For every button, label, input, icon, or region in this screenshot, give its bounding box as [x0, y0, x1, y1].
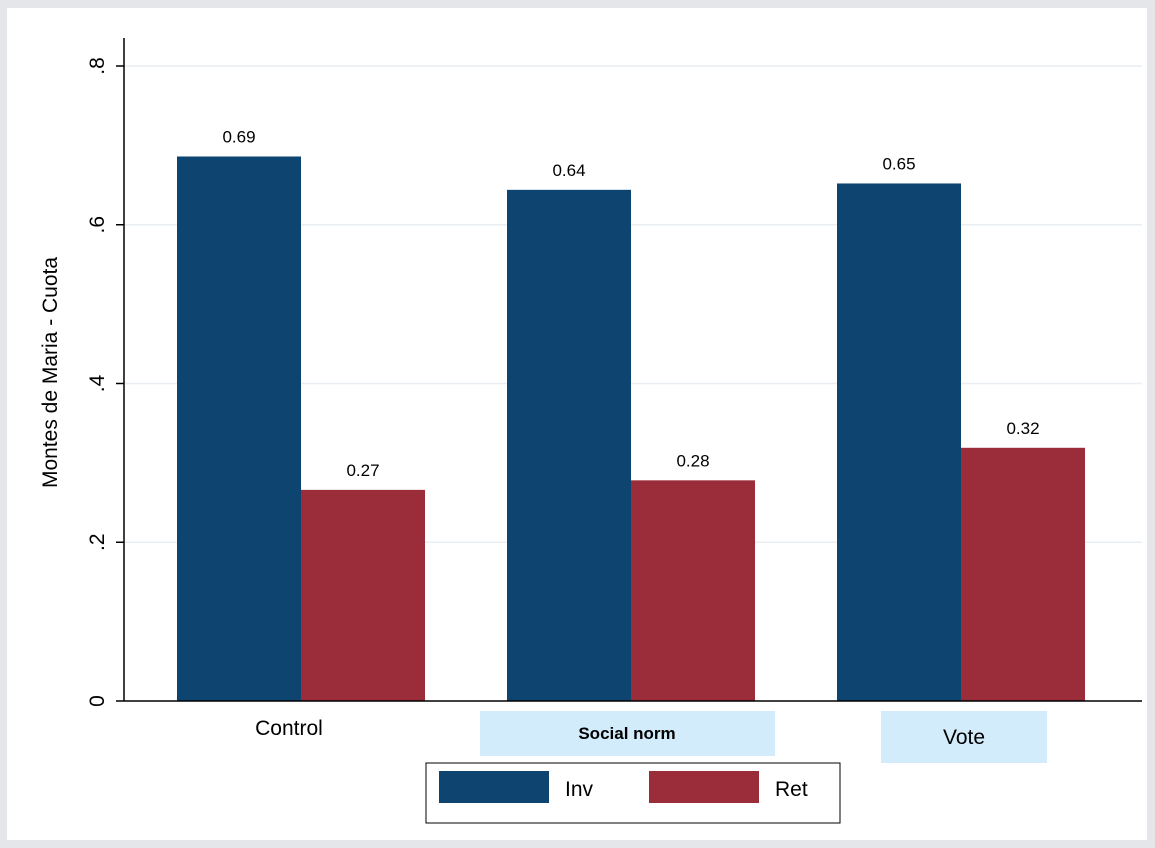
category-highlight [480, 711, 775, 756]
data-label: 0.69 [222, 127, 255, 146]
legend-label-ret: Ret [775, 778, 808, 801]
axes [123, 38, 1142, 702]
legend-label-inv: Inv [565, 778, 594, 801]
data-label: 0.64 [552, 161, 585, 180]
data-label: 0.65 [882, 154, 915, 173]
category-label: Vote [943, 726, 985, 749]
category-highlight [881, 711, 1047, 763]
y-tick-label: .2 [86, 533, 109, 551]
bar-inv [837, 183, 961, 702]
y-ticks: 0 .2 .4 .6 .8 [86, 57, 124, 707]
y-tick-label: 0 [86, 695, 109, 707]
legend-swatch-inv [439, 771, 549, 803]
bars [177, 156, 1085, 702]
bar-ret [631, 480, 755, 701]
category-label: Social norm [578, 724, 675, 743]
legend: Inv Ret [425, 762, 841, 824]
chart-panel: 0 .2 .4 .6 .8 0.69 0.27 0.64 0.28 0.65 0.32 Contr… [7, 8, 1147, 840]
y-tick-label: .8 [86, 57, 109, 75]
y-tick-label: .6 [86, 216, 109, 234]
bar-inv [177, 156, 301, 702]
category-label: Control [255, 717, 323, 740]
bar-chart: 0 .2 .4 .6 .8 0.69 0.27 0.64 0.28 0.65 0.32 Contr… [39, 38, 1142, 824]
y-axis-title: Montes de Maria - Cuota [39, 257, 62, 488]
data-label: 0.32 [1006, 419, 1039, 438]
category-labels: Control Social norm Vote [255, 711, 1047, 763]
legend-swatch-ret [649, 771, 759, 803]
data-labels: 0.69 0.27 0.64 0.28 0.65 0.32 [222, 127, 1039, 479]
data-label: 0.27 [346, 461, 379, 480]
y-tick-label: .4 [86, 374, 109, 392]
bar-ret [961, 447, 1085, 701]
data-label: 0.28 [676, 451, 709, 470]
bar-ret [301, 489, 425, 701]
bar-inv [507, 189, 631, 701]
